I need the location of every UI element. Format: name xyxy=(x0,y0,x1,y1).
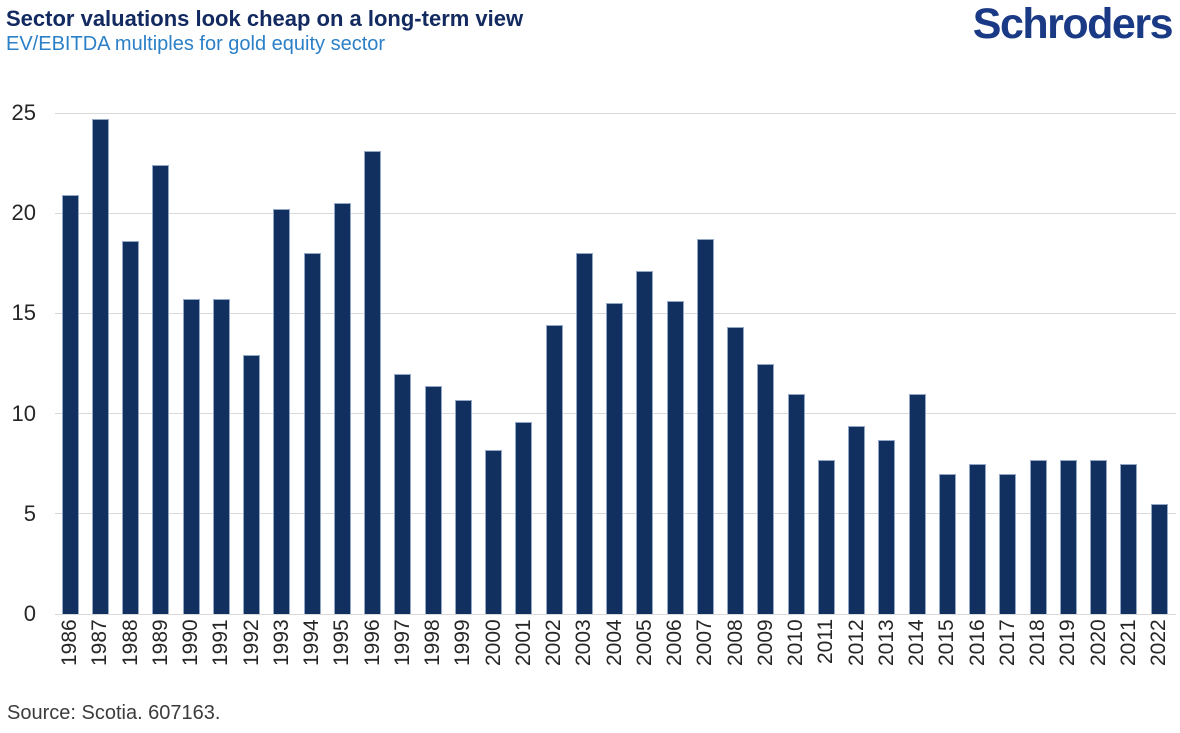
schroders-logo: Schroders xyxy=(972,0,1174,48)
bar-2018 xyxy=(1029,459,1047,614)
bar-1988 xyxy=(122,241,139,614)
x-tick-label-2021: 2021 xyxy=(1116,619,1140,666)
bar-1999 xyxy=(454,399,472,614)
y-tick-label: 0 xyxy=(23,601,36,626)
x-tick-label-2020: 2020 xyxy=(1086,619,1110,666)
bar-2022 xyxy=(1150,503,1168,614)
x-tick-label-1989: 1989 xyxy=(148,619,172,666)
x-tick-label-1990: 1990 xyxy=(179,619,202,666)
bar-1996 xyxy=(364,151,381,614)
bar-2015 xyxy=(938,473,956,614)
x-tick-label-1986: 1986 xyxy=(58,619,81,666)
bar-1989 xyxy=(152,165,170,614)
bar-2004 xyxy=(606,303,623,614)
x-tick-label-1997: 1997 xyxy=(390,619,414,666)
bar-1992 xyxy=(243,355,260,614)
x-tick-label-2002: 2002 xyxy=(542,619,565,666)
x-tick-label-2022: 2022 xyxy=(1147,619,1170,666)
x-tick-label-1993: 1993 xyxy=(269,619,293,666)
chart-subtitle: EV/EBITDA multiples for gold equity sect… xyxy=(6,33,386,55)
gridline xyxy=(55,112,1176,114)
x-tick-label-1994: 1994 xyxy=(300,619,323,666)
bar-2007 xyxy=(696,239,714,614)
bar-2005 xyxy=(636,271,654,614)
y-tick-label: 15 xyxy=(11,300,36,326)
x-tick-label-1999: 1999 xyxy=(451,619,475,666)
x-tick-label-1996: 1996 xyxy=(360,619,384,666)
y-tick-label: 5 xyxy=(23,500,36,526)
x-tick-label-1995: 1995 xyxy=(330,619,354,666)
bar-1991 xyxy=(212,299,230,614)
x-tick-label-2019: 2019 xyxy=(1056,619,1080,666)
bar-1997 xyxy=(394,373,412,614)
x-tick-label-2016: 2016 xyxy=(965,619,989,666)
bar-2020 xyxy=(1090,459,1107,614)
x-tick-label-1998: 1998 xyxy=(421,619,444,666)
y-tick-label: 10 xyxy=(11,400,36,426)
y-tick-label: 25 xyxy=(11,100,36,125)
x-tick-label-1991: 1991 xyxy=(209,619,233,666)
x-tick-label-2004: 2004 xyxy=(602,619,626,666)
bar-2000 xyxy=(485,449,502,614)
x-tick-label-2017: 2017 xyxy=(995,619,1019,666)
bar-2012 xyxy=(848,425,865,614)
chart-title: Sector valuations look cheap on a long-t… xyxy=(6,6,524,31)
bar-2014 xyxy=(908,393,926,614)
bar-2010 xyxy=(787,393,805,614)
bar-2021 xyxy=(1120,463,1138,614)
bar-1987 xyxy=(91,119,109,614)
x-tick-label-2009: 2009 xyxy=(753,619,777,666)
bar-1990 xyxy=(182,299,200,614)
gridline xyxy=(55,212,1176,214)
x-tick-label-2011: 2011 xyxy=(814,619,838,665)
bar-1993 xyxy=(273,209,291,614)
source-note: Source: Scotia. 607163. xyxy=(7,702,221,724)
x-tick-label-1987: 1987 xyxy=(88,619,112,666)
bar-1995 xyxy=(333,203,351,614)
bar-2002 xyxy=(545,325,563,614)
x-tick-label-2003: 2003 xyxy=(572,619,596,666)
bar-2013 xyxy=(878,439,896,614)
bar-1986 xyxy=(61,195,79,614)
bar-1998 xyxy=(424,385,442,614)
x-tick-label-2001: 2001 xyxy=(511,619,535,666)
bar-2011 xyxy=(817,459,835,614)
x-tick-label-2018: 2018 xyxy=(1026,619,1049,666)
bar-2001 xyxy=(515,421,533,614)
bar-2008 xyxy=(727,327,744,614)
y-tick-label: 20 xyxy=(11,200,36,226)
bar-2016 xyxy=(969,463,986,614)
bar-2006 xyxy=(666,301,684,614)
bar-2019 xyxy=(1059,459,1077,614)
x-tick-label-2012: 2012 xyxy=(844,619,868,666)
x-tick-label-2007: 2007 xyxy=(693,619,717,666)
x-tick-label-2014: 2014 xyxy=(905,619,928,666)
x-tick-label-2015: 2015 xyxy=(935,619,959,666)
bar-2017 xyxy=(999,473,1017,614)
x-tick-label-2010: 2010 xyxy=(784,619,807,666)
x-tick-label-2005: 2005 xyxy=(632,619,656,666)
x-axis-baseline xyxy=(55,613,1176,615)
x-tick-label-2008: 2008 xyxy=(723,619,747,666)
x-tick-label-2013: 2013 xyxy=(874,619,898,666)
x-tick-label-2000: 2000 xyxy=(481,619,505,666)
bar-2009 xyxy=(757,363,775,614)
x-tick-label-2006: 2006 xyxy=(663,619,686,666)
x-tick-label-1988: 1988 xyxy=(118,619,142,666)
bar-1994 xyxy=(303,253,321,614)
x-tick-label-1992: 1992 xyxy=(239,619,263,666)
bar-2003 xyxy=(575,253,593,614)
